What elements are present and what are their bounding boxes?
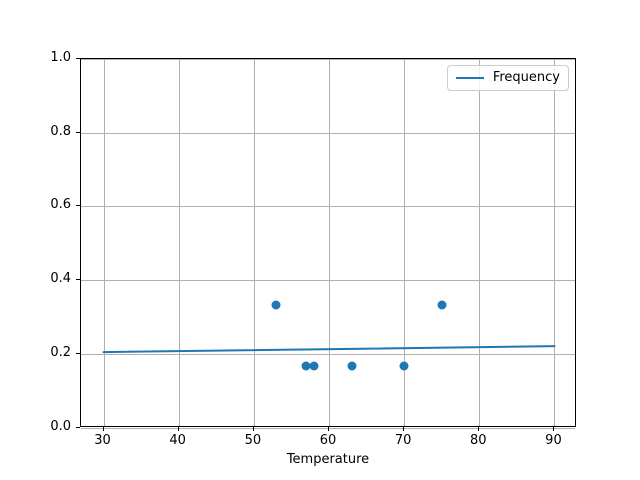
x-tick-mark	[403, 427, 405, 432]
y-tick-mark	[76, 353, 80, 355]
y-tick-label: 0.6	[50, 197, 71, 213]
x-tick-label: 80	[470, 433, 487, 449]
x-tick-mark	[328, 427, 329, 432]
gridline-vertical	[479, 58, 481, 427]
y-tick-label: 0.0	[50, 419, 71, 435]
y-tick-mark	[76, 131, 80, 133]
x-tick-label: 50	[244, 433, 262, 449]
gridline-horizontal	[81, 206, 575, 208]
x-tick-mark	[177, 427, 179, 432]
x-tick-label: 60	[319, 433, 337, 449]
legend: Frequency	[446, 65, 569, 91]
y-tick-mark	[76, 57, 80, 59]
y-tick-label: 0.8	[50, 123, 71, 139]
x-tick-label: 40	[169, 433, 186, 449]
legend-line-sample	[455, 77, 484, 79]
legend-label: Frequency	[492, 70, 560, 85]
y-tick-mark	[76, 279, 80, 281]
gridline-vertical	[554, 58, 556, 427]
y-tick-mark	[76, 205, 80, 207]
gridline-horizontal	[81, 354, 575, 356]
x-tick-label: 90	[545, 433, 562, 449]
y-tick-label: 0.4	[50, 271, 71, 287]
gridline-horizontal	[81, 132, 575, 134]
gridline-vertical	[329, 58, 330, 427]
plot-area	[80, 57, 576, 430]
scatter-point	[309, 361, 319, 371]
gridline-vertical	[103, 58, 105, 427]
x-tick-mark	[553, 427, 555, 432]
y-tick-label: 1.0	[50, 49, 71, 65]
gridline-horizontal	[81, 58, 575, 60]
line-layer	[102, 344, 556, 353]
x-axis-label: Temperature	[286, 452, 370, 467]
x-tick-label: 70	[394, 433, 412, 449]
gridline-vertical	[178, 58, 180, 427]
x-tick-mark	[478, 427, 480, 432]
scatter-point	[301, 361, 311, 371]
gridline-horizontal	[81, 280, 575, 282]
scatter-point	[271, 300, 281, 310]
scatter-point	[347, 361, 357, 371]
scatter-point	[437, 300, 447, 310]
trend-line	[102, 344, 556, 353]
scatter-point	[399, 361, 409, 371]
y-tick-mark	[76, 427, 80, 429]
gridline-vertical	[253, 58, 255, 427]
x-tick-label: 30	[94, 433, 111, 449]
gridline-vertical	[404, 58, 406, 427]
y-tick-label: 0.2	[50, 345, 71, 361]
x-tick-mark	[102, 427, 104, 432]
x-tick-mark	[252, 427, 254, 432]
